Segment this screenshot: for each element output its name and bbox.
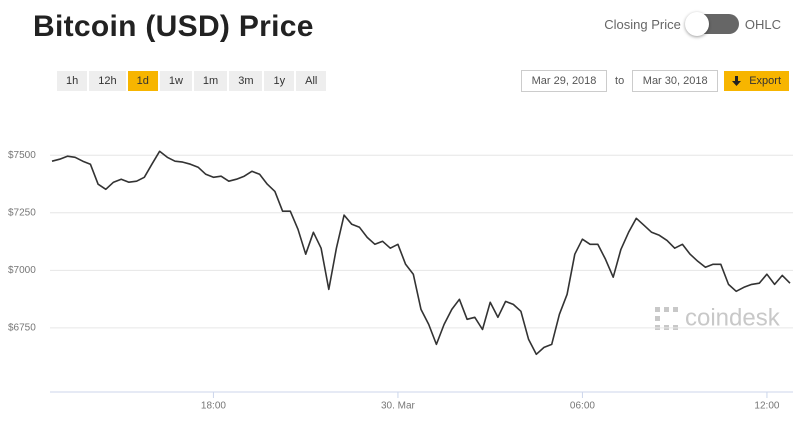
range-button[interactable]: 1m: [193, 71, 228, 91]
watermark-text: coindesk: [685, 304, 781, 331]
price-line: [51, 150, 791, 356]
toggle-left-label: Closing Price: [604, 16, 681, 32]
range-button[interactable]: 1y: [264, 71, 295, 91]
range-button[interactable]: 1d: [127, 71, 158, 91]
date-controls: Mar 29, 2018 to Mar 30, 2018 Export: [521, 70, 789, 92]
date-to[interactable]: Mar 30, 2018: [632, 70, 719, 92]
x-tick-label: 18:00: [201, 401, 226, 412]
y-tick-label: $7500: [8, 150, 36, 161]
x-tick-label: 30. Mar: [381, 401, 416, 412]
export-icon: [732, 76, 742, 86]
title: Bitcoin (USD) Price: [33, 10, 314, 43]
y-tick-label: $6750: [8, 322, 36, 333]
range-button[interactable]: 1w: [159, 71, 192, 91]
x-tick-label: 12:00: [754, 401, 779, 412]
export-button[interactable]: Export: [724, 71, 789, 91]
export-label: Export: [749, 75, 781, 87]
switch[interactable]: [684, 12, 739, 36]
range-buttons: 1h 12h 1d 1w 1m 3m 1y All: [57, 71, 327, 91]
range-button[interactable]: 12h: [89, 71, 126, 91]
y-tick-label: $7250: [8, 207, 36, 218]
x-tick-label: 06:00: [570, 401, 595, 412]
date-separator: to: [615, 75, 625, 87]
y-tick-label: $7000: [8, 265, 36, 276]
date-from[interactable]: Mar 29, 2018: [521, 70, 608, 92]
range-button[interactable]: 1h: [57, 71, 88, 91]
switch-knob: [684, 12, 709, 36]
range-button[interactable]: 3m: [229, 71, 263, 91]
toggle: Closing Price OHLC: [604, 12, 781, 36]
toggle-right-label: OHLC: [744, 16, 781, 32]
watermark: coindesk: [655, 304, 781, 331]
range-button[interactable]: All: [296, 71, 327, 91]
